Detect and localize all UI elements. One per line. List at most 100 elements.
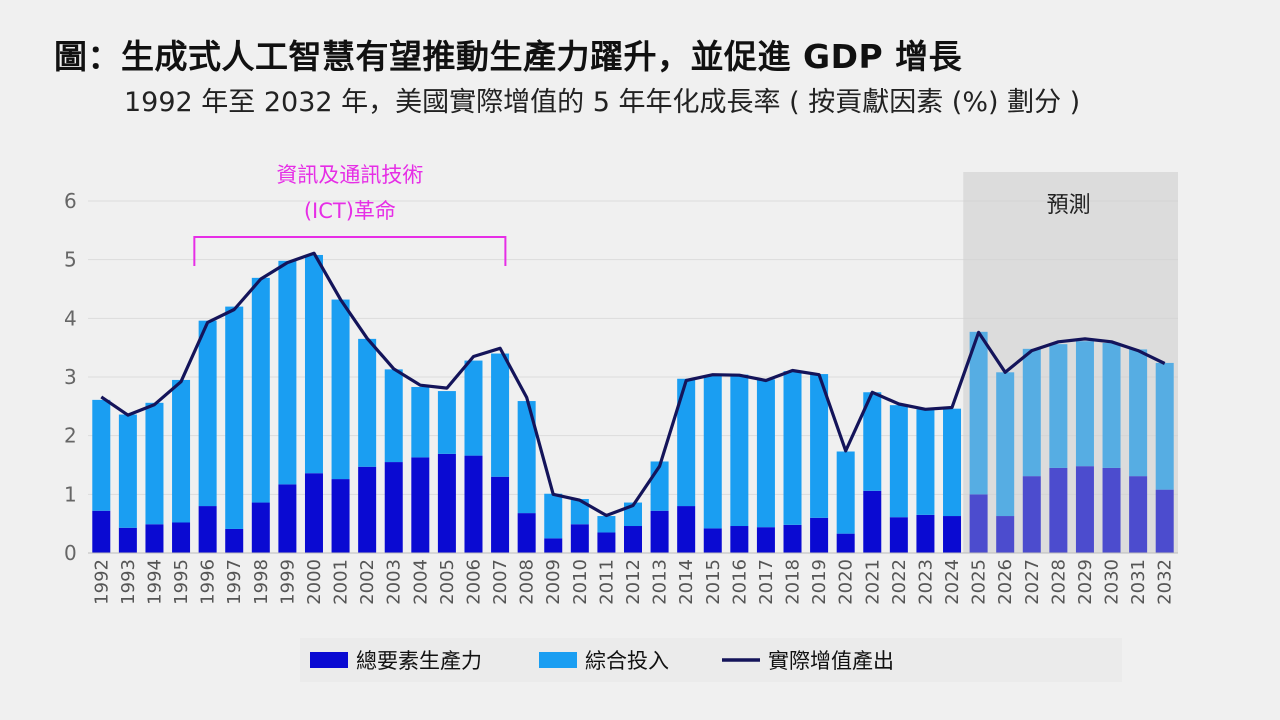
x-tick-label: 1998 xyxy=(251,559,272,605)
bar-tfp-2018 xyxy=(783,524,802,553)
bar-input-1998 xyxy=(251,277,270,503)
bar-tfp-2019 xyxy=(810,517,829,553)
x-tick-label: 2011 xyxy=(596,559,617,605)
bar-tfp-2005 xyxy=(437,453,456,553)
bar-tfp-2024 xyxy=(943,516,962,553)
forecast-band xyxy=(963,172,1178,553)
y-tick-label: 4 xyxy=(64,306,77,330)
bar-input-2030 xyxy=(1102,342,1121,468)
bar-tfp-2012 xyxy=(624,526,642,553)
bar-input-2004 xyxy=(411,386,430,458)
bar-tfp-2006 xyxy=(464,455,483,553)
x-tick-label: 2015 xyxy=(703,559,724,605)
bar-input-2027 xyxy=(1022,348,1041,477)
bar-input-1994 xyxy=(145,402,164,525)
bar-tfp-2031 xyxy=(1129,476,1148,553)
bar-tfp-2027 xyxy=(1022,476,1041,553)
bar-tfp-2022 xyxy=(889,517,908,553)
bar-input-2011 xyxy=(597,516,616,533)
x-tick-label: 1999 xyxy=(277,559,298,605)
bar-input-2007 xyxy=(491,353,510,477)
x-tick-label: 2016 xyxy=(729,559,750,605)
ict-label-line1: 資訊及通訊技術 xyxy=(276,163,423,187)
bar-input-2005 xyxy=(437,391,456,454)
chart-subtitle: 1992 年至 2032 年，美國實際增值的 5 年年化成長率 ( 按貢獻因素 … xyxy=(124,87,1081,118)
annotations: 預測 資訊及通訊技術 (ICT)革命 xyxy=(193,163,1091,266)
bar-tfp-2014 xyxy=(677,506,696,553)
bar-input-1993 xyxy=(118,414,137,528)
x-tick-label: 2014 xyxy=(676,559,697,605)
bar-tfp-2023 xyxy=(916,514,935,553)
bar-tfp-1993 xyxy=(118,527,137,553)
bar-tfp-2010 xyxy=(570,524,589,553)
x-tick-label: 2003 xyxy=(384,559,405,605)
bar-input-2026 xyxy=(996,372,1015,517)
forecast-label: 預測 xyxy=(1047,193,1091,218)
bar-input-1992 xyxy=(92,399,111,511)
bar-tfp-2017 xyxy=(756,527,775,553)
x-tick-label: 1996 xyxy=(198,559,219,605)
bar-tfp-2020 xyxy=(836,533,855,553)
x-tick-label: 2027 xyxy=(1022,559,1043,605)
bar-input-2022 xyxy=(889,405,908,518)
bar-tfp-2030 xyxy=(1102,467,1121,553)
legend-swatch-tfp xyxy=(310,652,348,668)
bar-input-1996 xyxy=(198,320,217,507)
x-tick-label: 2024 xyxy=(942,559,963,605)
x-tick-label: 2032 xyxy=(1155,559,1176,605)
bar-input-2028 xyxy=(1049,344,1068,468)
bar-tfp-1996 xyxy=(198,506,217,553)
bar-tfp-2008 xyxy=(517,513,536,553)
bar-tfp-2016 xyxy=(730,526,749,553)
ict-bracket xyxy=(193,236,507,266)
x-tick-label: 2019 xyxy=(809,559,830,605)
bar-tfp-1994 xyxy=(145,524,164,553)
x-tick-label: 2017 xyxy=(756,559,777,605)
bar-input-2008 xyxy=(517,401,536,514)
bar-tfp-2009 xyxy=(544,538,563,553)
y-tick-label: 5 xyxy=(64,248,77,272)
bar-input-2029 xyxy=(1075,341,1094,467)
bar-input-2016 xyxy=(730,374,749,527)
bar-tfp-2011 xyxy=(597,532,616,553)
bar-input-2002 xyxy=(358,338,377,467)
bar-input-2024 xyxy=(943,408,962,517)
axes: 0 1 2 3 4 5 6 1992 1993 1994 1995 1996 1997 1998 1999 2… xyxy=(64,189,1178,605)
bar-tfp-1999 xyxy=(278,484,297,553)
x-tick-label: 2006 xyxy=(463,559,484,605)
bar-tfp-1995 xyxy=(172,522,191,553)
bar-input-2020 xyxy=(836,451,855,534)
bar-tfp-2000 xyxy=(304,473,323,553)
bar-tfp-2026 xyxy=(996,516,1015,553)
bar-input-2015 xyxy=(703,375,722,529)
x-tick-label: 1995 xyxy=(171,559,192,605)
bar-tfp-2025 xyxy=(969,494,988,553)
bar-input-2010 xyxy=(570,499,589,525)
x-tick-label: 1997 xyxy=(224,559,245,605)
x-tick-label: 1993 xyxy=(118,559,139,605)
x-tick-label: 2008 xyxy=(517,559,538,605)
bar-tfp-2029 xyxy=(1075,466,1094,553)
bar-tfp-2001 xyxy=(331,479,350,553)
bar-tfp-1992 xyxy=(92,510,111,553)
x-tick-label: 2021 xyxy=(862,559,883,605)
bar-tfp-2015 xyxy=(703,528,722,553)
bar-input-2003 xyxy=(384,369,403,463)
x-tick-label: 2022 xyxy=(889,559,910,605)
x-tick-label: 2026 xyxy=(995,559,1016,605)
x-tick-label: 1994 xyxy=(144,559,165,605)
bar-input-2023 xyxy=(916,409,935,515)
x-tick-label: 2005 xyxy=(437,559,458,605)
y-tick-label: 0 xyxy=(64,541,77,565)
chart-title: 圖：生成式人工智慧有望推動生產力躍升，並促進 GDP 增長 xyxy=(54,37,963,76)
y-tick-label: 6 xyxy=(64,189,77,213)
ict-label-line2: (ICT)革命 xyxy=(304,199,396,223)
bar-input-2017 xyxy=(756,379,775,528)
legend-swatch-input xyxy=(539,652,577,668)
x-tick-label: 2013 xyxy=(650,559,671,605)
x-tick-label: 2000 xyxy=(304,559,325,605)
bars xyxy=(92,254,1174,553)
bar-input-2018 xyxy=(783,371,802,525)
y-tick-label: 2 xyxy=(64,424,77,448)
